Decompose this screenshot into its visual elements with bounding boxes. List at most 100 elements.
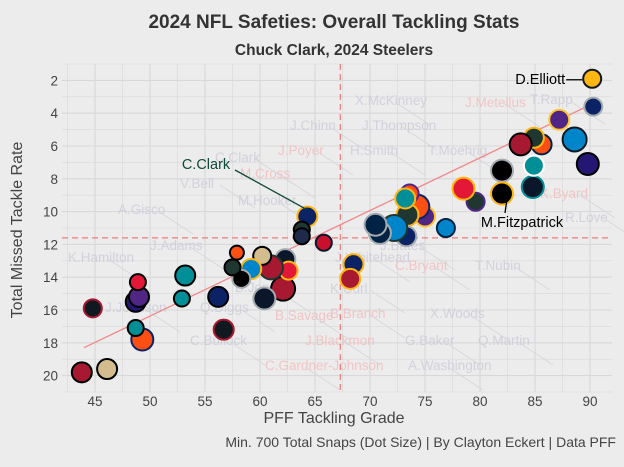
chart-title: 2024 NFL Safeties: Overall Tackling Stat… [148, 12, 519, 33]
faded-player-label: M.Hooker [238, 193, 297, 208]
player-point [252, 286, 277, 311]
faded-leader-line [514, 266, 551, 291]
player-point [508, 132, 533, 157]
faded-player-label: C.Bryant [395, 258, 448, 273]
faded-leader-line [579, 194, 616, 219]
faded-leader-line [157, 210, 194, 235]
faded-leader-line [434, 266, 471, 291]
chart-caption: Min. 700 Total Snaps (Dot Size) | By Cla… [225, 434, 616, 450]
faded-leader-line [229, 341, 266, 366]
player-point [561, 126, 588, 153]
x-axis-ticks: 45 50 55 60 65 70 75 80 85 90 [87, 394, 597, 409]
highlight-label-fitzpatrick: M.Fitzpatrick [481, 215, 564, 231]
y-tick-label: 20 [43, 369, 58, 384]
data-points [70, 68, 604, 384]
y-tick-label: 12 [43, 237, 58, 252]
faded-player-label: A.Gisco [118, 202, 165, 217]
faded-player-label: J.Thompson [362, 118, 436, 133]
y-tick-label: 8 [50, 172, 58, 187]
y-axis-label: Total Missed Tackle Rate [9, 142, 26, 319]
x-tick-label: 65 [307, 394, 322, 409]
x-tick-label: 85 [527, 394, 542, 409]
faded-player-label: J.Poyer [278, 143, 324, 158]
faded-player-label: C.Gardner-Johnson [265, 358, 384, 373]
y-tick-label: 2 [50, 73, 58, 88]
faded-leader-line [389, 151, 426, 176]
faded-leader-line [189, 246, 226, 271]
faded-leader-line [329, 126, 366, 151]
y-tick-label: 6 [50, 139, 58, 154]
player-point [548, 108, 571, 131]
faded-leader-line [374, 258, 411, 283]
faded-leader-line [314, 316, 351, 341]
faded-leader-line [401, 126, 438, 151]
chart-subtitle: Chuck Clark, 2024 Steelers [235, 42, 433, 59]
faded-player-label: A.Washington [408, 358, 492, 373]
faded-player-label: R.Love [565, 210, 608, 225]
player-point [451, 176, 476, 201]
highlight-leader-fitzpatrick [504, 199, 508, 214]
highlight-labels: D.Elliott C.Clark M.Fitzpatrick [182, 72, 583, 231]
faded-player-label: J.Metellus [465, 95, 526, 110]
x-tick-label: 90 [582, 394, 597, 409]
player-point [292, 227, 311, 246]
reference-lines [62, 64, 612, 392]
player-point [339, 267, 362, 290]
faded-player-label: J.Chinn [290, 118, 336, 133]
player-point [394, 187, 417, 210]
player-point [174, 264, 197, 287]
faded-leader-line [369, 289, 406, 314]
faded-leader-line [304, 366, 341, 391]
player-point [70, 361, 93, 384]
faded-player-label: X.McKinney [355, 93, 427, 108]
faded-player-label: K.Byard [540, 186, 588, 201]
x-tick-label: 80 [472, 394, 487, 409]
faded-player-label: X.Woods [430, 306, 485, 321]
faded-player-label: T.Moehrig [428, 143, 487, 158]
player-point [582, 68, 603, 89]
player-point [128, 273, 147, 292]
faded-player-label: V.Bell [180, 176, 214, 191]
faded-leader-line [604, 218, 624, 232]
faded-player-label: C.Clark [215, 150, 260, 165]
faded-leader-line [344, 341, 381, 366]
y-tick-label: 18 [43, 336, 58, 351]
player-point [490, 181, 514, 206]
player-point [96, 358, 119, 381]
highlight-leader-clark [234, 169, 308, 211]
y-tick-label: 4 [50, 106, 58, 121]
faded-leader-line [254, 158, 291, 183]
player-point [223, 258, 242, 277]
faded-leader-line [317, 151, 354, 176]
x-axis-label: PFF Tackling Grade [263, 410, 404, 427]
faded-leader-line [517, 341, 554, 366]
faded-leader-line [444, 341, 481, 366]
highlight-label-elliott: D.Elliott [515, 72, 565, 88]
faded-player-label: K.Hamilton [68, 250, 134, 265]
faded-leader-line [394, 101, 431, 126]
faded-leader-line [369, 314, 406, 339]
player-point [82, 298, 103, 319]
faded-player-label: B.Savage [275, 308, 334, 323]
player-point [314, 233, 333, 252]
faded-player-label: H.Smith [350, 143, 398, 158]
player-point [520, 175, 545, 199]
player-point [228, 244, 245, 261]
faded-leader-line [469, 314, 506, 339]
player-point [126, 319, 145, 338]
faded-leader-line [239, 308, 276, 333]
y-tick-label: 10 [43, 205, 58, 220]
faded-player-label: J.Blackmon [305, 333, 375, 348]
faded-player-label: Q.Martin [478, 333, 530, 348]
x-tick-label: 60 [252, 394, 267, 409]
player-point [212, 318, 235, 341]
y-axis-ticks: 2 4 6 8 10 12 14 16 18 20 [43, 73, 59, 383]
faded-player-label: G.Baker [405, 333, 455, 348]
player-point [583, 96, 604, 117]
faded-player-label: J.Adams [150, 238, 203, 253]
highlight-label-clark: C.Clark [182, 157, 231, 173]
player-point [207, 285, 230, 308]
y-tick-label: 14 [43, 270, 59, 285]
